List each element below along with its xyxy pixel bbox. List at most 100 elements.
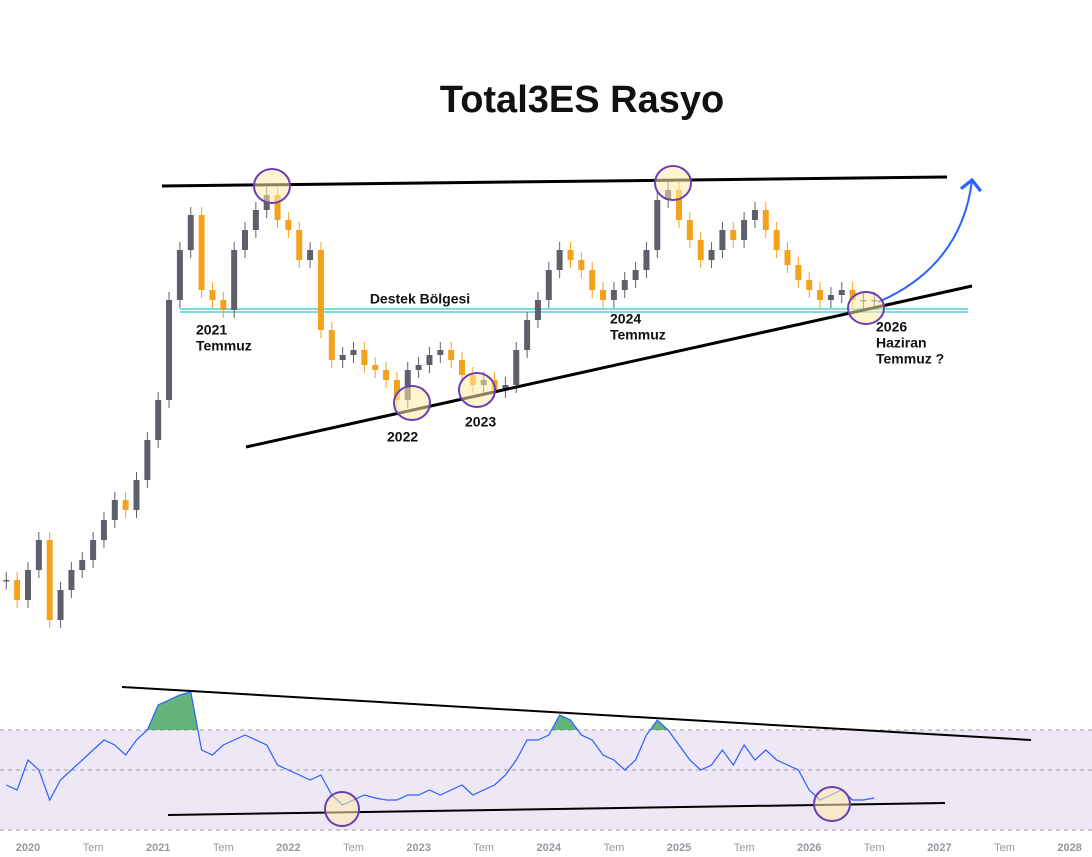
highlight <box>847 291 885 325</box>
candle <box>621 280 628 290</box>
annotation: Destek Bölgesi <box>370 291 470 307</box>
x-tick-label: 2024 <box>537 842 562 854</box>
annotation: Temmuz <box>610 327 666 343</box>
candle <box>296 230 303 260</box>
chart-title: Total3ES Rasyo <box>440 79 724 121</box>
drawings <box>121 165 1032 827</box>
candle <box>795 265 802 280</box>
candle <box>90 540 97 560</box>
candle <box>350 350 357 355</box>
candle <box>111 500 118 520</box>
candle <box>697 240 704 260</box>
candle <box>708 250 715 260</box>
candle <box>393 380 400 400</box>
candle <box>448 350 455 360</box>
candle <box>198 215 205 290</box>
candle <box>252 210 259 230</box>
candle <box>849 290 856 300</box>
x-tick-label: Tem <box>213 842 234 854</box>
candle <box>686 220 693 240</box>
annotation: Haziran <box>876 335 927 351</box>
candle <box>784 250 791 265</box>
highlight <box>253 168 291 204</box>
x-tick-label: 2026 <box>797 842 821 854</box>
annotation: Temmuz ? <box>876 351 944 367</box>
x-tick-label: 2022 <box>276 842 300 854</box>
candle <box>79 560 86 570</box>
candle <box>567 250 574 260</box>
candle <box>556 250 563 270</box>
candle <box>133 480 140 510</box>
candle <box>144 440 151 480</box>
indicator-pane <box>0 691 1092 831</box>
candle <box>242 230 248 250</box>
trend-line <box>161 175 948 188</box>
trend-line <box>121 686 1032 741</box>
candle <box>719 230 726 250</box>
candle <box>415 365 422 370</box>
candle <box>502 385 509 390</box>
candle <box>25 570 31 600</box>
annotation: 2022 <box>387 429 418 445</box>
highlight <box>393 385 431 421</box>
x-tick-label: Tem <box>734 842 755 854</box>
x-tick-label: Tem <box>864 842 885 854</box>
candle <box>751 210 758 220</box>
candle <box>437 350 444 355</box>
candle <box>361 350 368 365</box>
annotation: 2023 <box>465 414 496 430</box>
candle <box>3 580 10 582</box>
candle <box>524 320 531 350</box>
x-tick-label: Tem <box>994 842 1015 854</box>
forecast-arrow <box>877 177 983 303</box>
candle <box>578 260 585 270</box>
x-tick-label: 2021 <box>146 842 170 854</box>
candle <box>220 300 227 310</box>
candle <box>46 540 53 620</box>
candle <box>632 270 639 280</box>
candle <box>676 190 682 220</box>
candle <box>35 540 42 570</box>
candle <box>838 290 845 295</box>
candle <box>122 500 129 510</box>
x-tick-label: Tem <box>473 842 494 854</box>
candle <box>610 290 617 300</box>
candle <box>827 295 834 300</box>
candle <box>600 290 607 300</box>
candle <box>589 270 596 290</box>
x-tick-label: 2028 <box>1057 842 1081 854</box>
candles <box>3 182 878 628</box>
candle <box>426 355 433 365</box>
indicator-line <box>6 691 875 806</box>
candle <box>307 250 314 260</box>
annotation: 2021 <box>196 322 227 338</box>
candle <box>404 370 411 400</box>
x-tick-label: 2023 <box>406 842 430 854</box>
candle <box>762 210 769 230</box>
candle <box>187 215 194 250</box>
candle <box>730 230 737 240</box>
annotation: Temmuz <box>196 338 252 354</box>
candle <box>317 250 324 330</box>
candle <box>176 250 183 300</box>
candle <box>285 220 292 230</box>
candle <box>773 230 780 250</box>
x-tick-label: 2025 <box>667 842 691 854</box>
candle <box>741 220 748 240</box>
candle <box>545 270 552 300</box>
candle <box>806 280 813 290</box>
candle <box>68 570 75 590</box>
candle <box>209 290 216 300</box>
candle <box>231 250 238 310</box>
candle <box>817 290 824 300</box>
x-tick-label: Tem <box>83 842 104 854</box>
candle <box>643 250 650 270</box>
annotation: 2024 <box>610 311 641 327</box>
x-tick-label: 2027 <box>927 842 951 854</box>
candle <box>274 195 281 220</box>
candle <box>14 580 21 600</box>
candle <box>383 370 390 380</box>
x-tick-label: 2020 <box>16 842 40 854</box>
annotation: 2026 <box>876 319 907 335</box>
